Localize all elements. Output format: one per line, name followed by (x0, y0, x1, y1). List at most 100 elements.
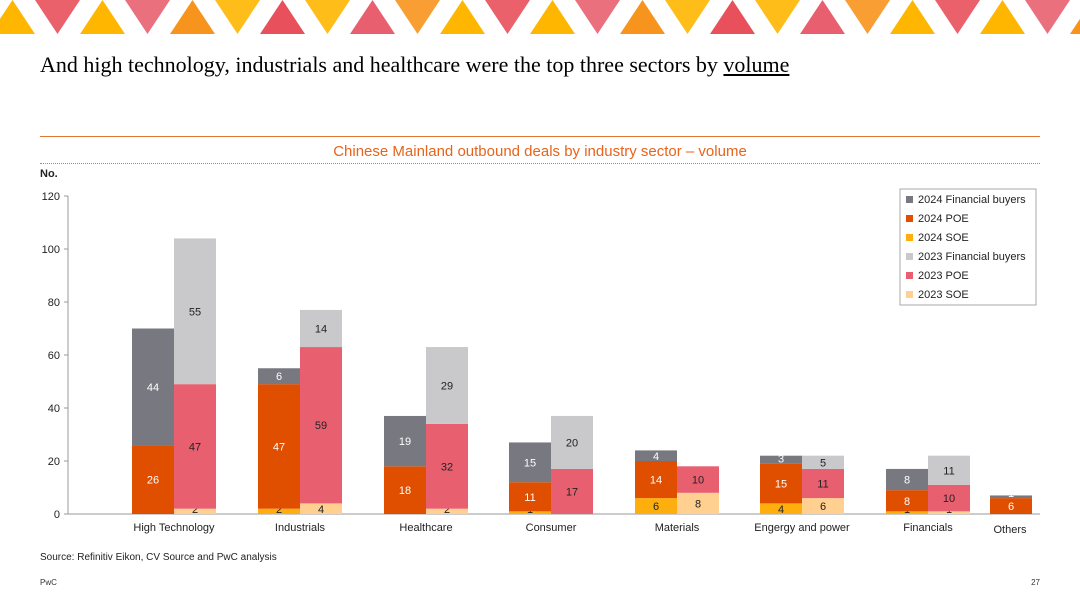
bar-segment-2024-poe (886, 490, 928, 512)
bar-value-label: 14 (315, 324, 327, 336)
page-title-text: And high technology, industrials and hea… (40, 52, 724, 77)
legend-label: 2024 Financial buyers (918, 194, 1026, 206)
bar-segment-2023-poe (551, 468, 593, 514)
bar-value-label: 5 (820, 457, 826, 469)
legend-swatch (906, 215, 913, 222)
bar-value-label: 14 (650, 475, 662, 487)
bar-segment-2023-poe (928, 484, 970, 512)
bar-value-label: 6 (820, 501, 826, 513)
banner-triangle (260, 0, 305, 34)
bar-segment-2023-financial-buyers (551, 415, 593, 469)
bar-segment-2023-financial-buyers (174, 238, 216, 385)
bar-value-label: 15 (775, 479, 787, 491)
x-category-label: Materials (655, 522, 700, 534)
bar-value-label: 55 (189, 306, 201, 318)
y-axis-label: No. (40, 168, 58, 180)
legend-swatch (906, 234, 913, 241)
bar-segment-2023-poe (300, 347, 342, 504)
y-tick-label: 20 (48, 456, 60, 468)
legend-swatch (906, 253, 913, 260)
chart-top-rule (40, 136, 1040, 137)
bar-value-label: 26 (147, 475, 159, 487)
banner-triangle (755, 0, 800, 34)
chart-title-dotted-rule (40, 163, 1040, 164)
bar-segment-2024-soe (760, 503, 802, 514)
bar-segment-2023-soe (174, 508, 216, 514)
chart-title: Chinese Mainland outbound deals by indus… (333, 143, 747, 160)
bar-segment-2023-soe (677, 492, 719, 514)
bar-segment-2024-financial-buyers (990, 495, 1032, 499)
bar-value-label: 2 (444, 504, 450, 516)
bar-segment-2023-financial-buyers (300, 309, 342, 348)
x-category-label: Engergy and power (754, 522, 850, 534)
y-tick-label: 0 (54, 509, 60, 521)
bar-value-label: 6 (1008, 501, 1014, 513)
page-number: 27 (1031, 578, 1040, 587)
banner-triangle (980, 0, 1025, 34)
banner-triangle (1070, 18, 1080, 34)
bar-segment-2023-poe (174, 384, 216, 509)
bar-segment-2024-financial-buyers (258, 368, 300, 385)
banner-triangle (80, 0, 125, 34)
bar-segment-2024-soe (635, 498, 677, 514)
page-title-underlined: volume (723, 52, 790, 77)
y-tick-label: 60 (48, 350, 60, 362)
bar-value-label: 4 (653, 451, 659, 463)
legend-label: 2024 SOE (918, 232, 969, 244)
banner-triangle (170, 0, 215, 34)
chart-legend: 2024 Financial buyers 2024 POE 2024 SOE 202… (899, 188, 1037, 306)
banner-triangle (440, 0, 485, 34)
bar-segment-2023-poe (802, 468, 844, 499)
bar-segment-2024-financial-buyers (132, 328, 174, 446)
y-tick-label: 80 (48, 297, 60, 309)
x-category-label: High Technology (133, 522, 215, 534)
bar-segment-2024-poe (990, 498, 1032, 514)
bar-value-label: 11 (943, 465, 954, 477)
bar-value-label: 15 (524, 457, 536, 469)
bar-segment-2024-poe (384, 466, 426, 514)
banner-triangle (800, 0, 845, 34)
bar-segment-2024-soe (886, 511, 928, 514)
bar-value-label: 6 (653, 501, 659, 513)
footer-brand: PwC (40, 578, 57, 587)
bar-value-label: 3 (778, 454, 784, 466)
bar-value-label: 8 (695, 498, 701, 510)
bar-segment-2024-soe (509, 511, 551, 514)
bar-value-label: 47 (273, 441, 285, 453)
banner-triangle (890, 0, 935, 34)
bar-segment-2024-poe (760, 463, 802, 504)
banner-triangle (0, 0, 35, 34)
source-note: Source: Refinitiv Eikon, CV Source and P… (40, 552, 277, 563)
bar-value-label: 29 (441, 380, 453, 392)
banner-triangle (35, 0, 80, 34)
legend-swatch (906, 196, 913, 203)
banner-triangle (215, 0, 260, 34)
x-category-label: Healthcare (399, 522, 452, 534)
x-category-label: Industrials (275, 522, 326, 534)
bar-segment-2023-soe (426, 508, 468, 514)
decorative-triangle-banner (0, 0, 1080, 34)
bar-value-label: 32 (441, 461, 453, 473)
y-tick-label: 120 (42, 191, 60, 203)
bar-value-label: 59 (315, 420, 327, 432)
bar-value-label: 17 (566, 486, 578, 498)
banner-triangle (665, 0, 710, 34)
bar-value-label: 1 (1008, 488, 1014, 500)
bar-segment-2024-poe (509, 482, 551, 512)
bar-segment-2024-financial-buyers (384, 415, 426, 467)
banner-triangle (845, 0, 890, 34)
bar-value-label: 11 (817, 479, 828, 491)
bar-value-label: 8 (904, 475, 910, 487)
bar-segment-2024-soe (258, 508, 300, 514)
legend-label: 2023 POE (918, 270, 969, 282)
bar-value-label: 19 (399, 436, 411, 448)
legend-swatch (906, 291, 913, 298)
bar-segment-2023-poe (426, 423, 468, 509)
bar-value-label: 4 (778, 504, 784, 516)
bar-segment-2023-poe (677, 466, 719, 493)
banner-triangle (350, 0, 395, 34)
legend-label: 2023 SOE (918, 289, 969, 301)
banner-triangle (935, 0, 980, 34)
legend-label: 2024 POE (918, 213, 969, 225)
